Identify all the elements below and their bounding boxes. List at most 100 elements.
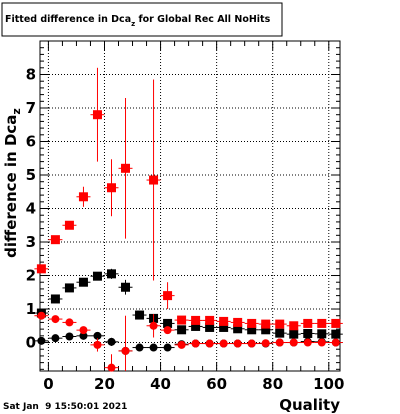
data-point-square	[275, 319, 285, 329]
data-point-square	[78, 277, 88, 287]
data-point-square	[78, 192, 88, 202]
data-point-square	[233, 324, 243, 334]
data-point-circle	[65, 332, 74, 341]
data-point-square	[163, 318, 173, 328]
data-point-square	[247, 318, 257, 328]
data-point-circle	[93, 331, 102, 340]
data-point-circle	[317, 338, 326, 347]
x-tick-label: 100	[313, 375, 344, 393]
data-point-circle	[51, 315, 60, 324]
y-tick-label: 6	[26, 133, 36, 151]
data-point-square	[191, 321, 201, 331]
timestamp: Sat Jan 9 15:50:01 2021	[3, 402, 127, 412]
data-point-circle	[247, 339, 256, 348]
tick-layer	[40, 41, 340, 371]
data-point-circle	[191, 339, 200, 348]
plot-frame	[39, 40, 341, 372]
data-point-square	[135, 310, 145, 320]
data-point-square	[275, 328, 285, 338]
y-tick-label: 4	[26, 200, 36, 218]
y-tick-label: 0	[26, 334, 36, 352]
data-point-square	[177, 325, 187, 335]
data-point-square	[219, 322, 229, 332]
chart-title-suffix: for Global Rec All NoHits	[135, 14, 270, 25]
data-point-square	[317, 329, 327, 339]
x-tick-label: 0	[43, 375, 53, 393]
data-point-square	[331, 329, 341, 339]
title-box	[1, 2, 283, 37]
y-tick-label: 1	[26, 300, 36, 318]
data-point-square	[205, 315, 215, 325]
data-point-square	[303, 318, 313, 328]
grid-layer	[40, 41, 340, 371]
data-point-circle	[79, 326, 88, 335]
y-axis-title-main: difference in Dca	[2, 115, 20, 258]
data-point-square	[64, 220, 74, 230]
data-point-circle	[177, 340, 186, 349]
chart-title-subscript: z	[131, 20, 135, 28]
data-point-circle	[107, 337, 116, 346]
data-point-square	[92, 110, 102, 120]
data-point-circle	[303, 338, 312, 347]
data-point-circle	[93, 340, 102, 349]
data-point-square	[106, 269, 116, 279]
chart-title-main: Fitted difference in Dca	[5, 14, 131, 25]
data-point-circle	[331, 338, 340, 347]
data-point-square	[261, 325, 271, 335]
data-point-circle	[107, 363, 116, 372]
data-point-square	[106, 183, 116, 193]
data-point-square	[247, 325, 257, 335]
data-point-circle	[37, 311, 46, 320]
x-tick-label: 80	[262, 375, 283, 393]
y-tick-label: 5	[26, 166, 36, 184]
data-point-circle	[233, 339, 242, 348]
data-point-square	[121, 163, 131, 173]
y-tick-label: 3	[26, 233, 36, 251]
data-point-square	[163, 291, 173, 301]
y-axis-title-subscript: z	[10, 108, 23, 114]
data-point-square	[191, 315, 201, 325]
y-tick-label: 7	[26, 99, 36, 117]
data-point-circle	[149, 321, 158, 330]
data-point-circle	[51, 334, 60, 343]
data-point-square	[219, 316, 229, 326]
data-point-circle	[261, 339, 270, 348]
tick-label-layer: 0 20 40 60 80 100 0 1 2 3 4 5 6 7 8	[26, 66, 345, 393]
data-point-circle	[37, 336, 46, 345]
data-point-circle	[163, 326, 172, 335]
data-point-circle	[121, 346, 130, 355]
data-point-square	[289, 329, 299, 339]
data-point-square	[289, 321, 299, 331]
series-1	[34, 67, 343, 331]
data-point-circle	[149, 343, 158, 352]
series-0	[34, 268, 343, 339]
data-point-square	[317, 318, 327, 328]
series-3	[34, 311, 343, 372]
data-point-square	[177, 315, 187, 325]
data-point-circle	[65, 318, 74, 327]
y-tick-label: 2	[26, 267, 36, 285]
data-point-circle	[205, 339, 214, 348]
data-point-square	[121, 282, 131, 292]
x-tick-label: 40	[150, 375, 171, 393]
data-point-square	[303, 328, 313, 338]
chart-title: Fitted difference in Dcaz for Global Rec…	[5, 14, 271, 28]
y-tick-label: 8	[26, 66, 36, 84]
data-point-square	[261, 319, 271, 329]
data-point-circle	[135, 343, 144, 352]
data-point-square	[92, 271, 102, 281]
data-point-circle	[289, 338, 298, 347]
data-point-circle	[163, 343, 172, 352]
x-axis-title: Quality	[279, 396, 340, 414]
data-layer	[34, 67, 343, 372]
data-point-square	[205, 322, 215, 332]
data-point-square	[331, 318, 341, 328]
data-point-circle	[219, 339, 228, 348]
x-tick-label: 60	[206, 375, 227, 393]
data-point-circle	[275, 338, 284, 347]
x-tick-label: 20	[94, 375, 115, 393]
data-point-square	[50, 294, 60, 304]
data-point-square	[149, 175, 159, 185]
data-point-circle	[79, 331, 88, 340]
